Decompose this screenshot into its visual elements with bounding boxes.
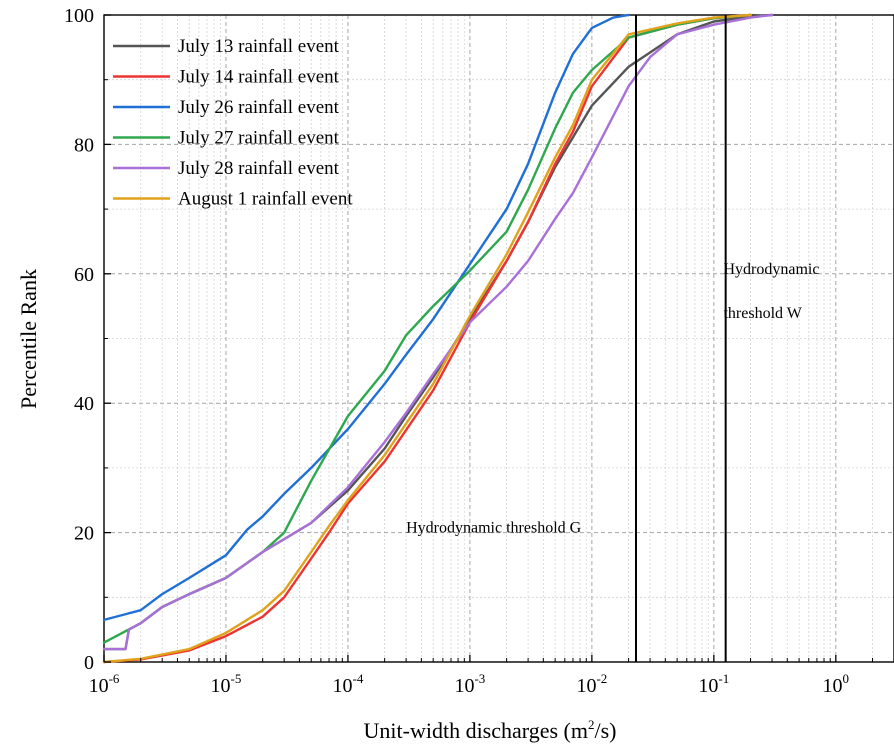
series-line-6 (102, 13, 752, 664)
x-tick-label: 10-3 (454, 671, 485, 697)
y-tick-label: 80 (74, 134, 94, 156)
grid-major (104, 15, 894, 662)
legend: July 13 rainfall event July 14 rainfall e… (113, 36, 353, 210)
series-line-3 (102, 13, 630, 622)
threshold-label-1: Hydrodynamic threshold G (406, 520, 582, 537)
y-tick-label: 40 (74, 393, 94, 415)
x-tick-label: 10-5 (211, 671, 242, 697)
x-tick-label: 10-6 (89, 671, 120, 697)
ticks-layer: 10-6 10-5 10-4 10-3 10-2 10-1 100 0 20 40 60 80 100 (64, 5, 874, 697)
legend-item: August 1 rainfall event (113, 189, 353, 210)
y-tick-label: 20 (74, 523, 94, 545)
legend-label: July 26 rainfall event (178, 97, 340, 118)
legend-item: July 26 rainfall event (113, 97, 340, 118)
legend-item: July 27 rainfall event (113, 128, 340, 149)
x-axis-title: Unit-width discharges (m2/s) (364, 717, 617, 743)
legend-label: July 27 rainfall event (178, 128, 340, 149)
legend-label: July 28 rainfall event (178, 158, 340, 179)
series-line-2 (102, 13, 752, 664)
x-axis-title-sup: 2 (588, 717, 595, 732)
series-line-5 (102, 13, 774, 651)
y-tick-label: 0 (84, 652, 94, 674)
legend-item: July 28 rainfall event (113, 158, 340, 179)
y-tick-label: 60 (74, 264, 94, 286)
threshold-layer: Hydrodynamic threshold G Hydrodynamic thre… (406, 15, 819, 662)
y-axis-title: Percentile Rank (16, 269, 41, 409)
legend-label: July 14 rainfall event (178, 67, 340, 88)
x-tick-label: 10-1 (698, 671, 729, 697)
y-tick-label: 100 (64, 5, 94, 27)
x-tick-label: 10-2 (576, 671, 607, 697)
legend-item: July 13 rainfall event (113, 36, 340, 57)
x-axis-title-main: Unit-width discharges (m (364, 718, 588, 743)
legend-label: August 1 rainfall event (178, 189, 353, 210)
legend-item: July 14 rainfall event (113, 67, 340, 88)
x-axis-title-suffix: /s) (594, 718, 616, 743)
threshold-label-2: threshold W (723, 305, 802, 322)
series-layer (102, 13, 774, 664)
x-tick-label: 10-4 (333, 671, 364, 697)
threshold-label-2: Hydrodynamic (723, 261, 819, 278)
legend-label: July 13 rainfall event (178, 36, 340, 57)
x-tick-label: 100 (823, 671, 850, 697)
